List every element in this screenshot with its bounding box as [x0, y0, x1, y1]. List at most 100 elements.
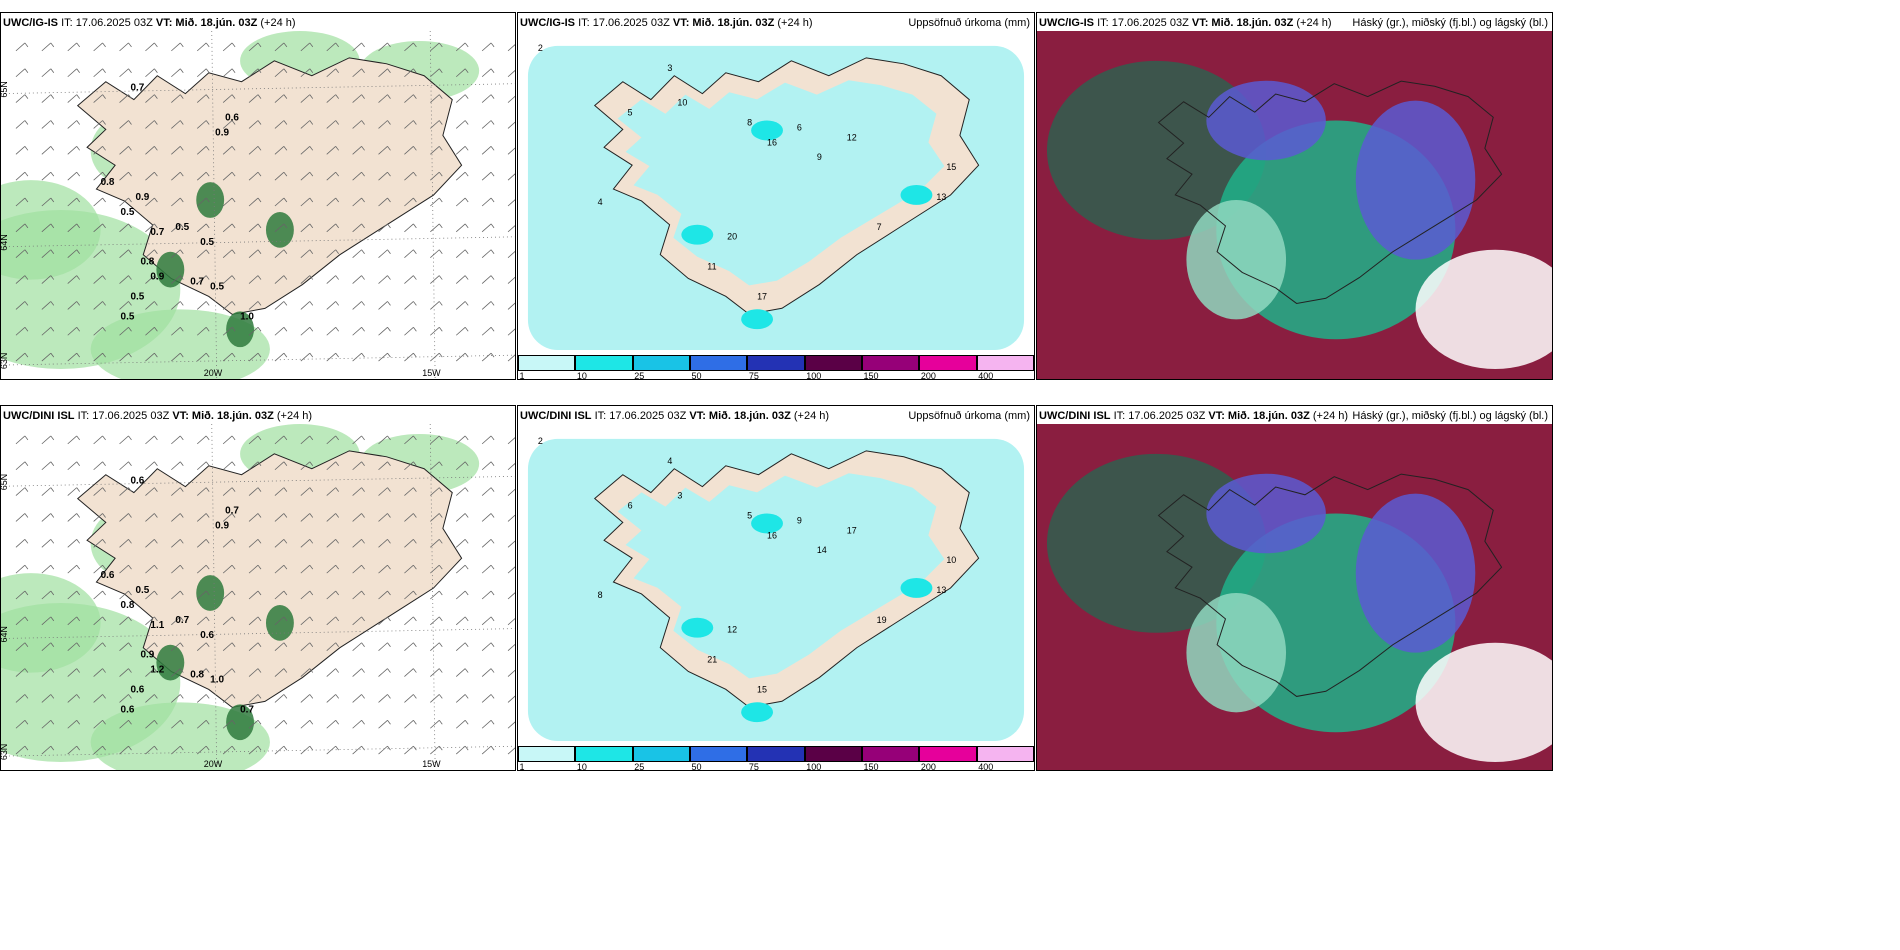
wind-barb	[171, 197, 184, 207]
wind-barb	[274, 513, 288, 522]
wind-barb	[378, 301, 391, 310]
cloud-map[interactable]	[1037, 424, 1552, 770]
wind-barb	[145, 461, 158, 471]
wind-barb	[15, 513, 29, 522]
wind-barb	[248, 223, 262, 233]
cloud-map[interactable]	[1037, 31, 1552, 379]
wind-barb	[274, 68, 288, 78]
precip-value-label: 16	[767, 137, 777, 147]
wind-barb	[67, 249, 81, 258]
wind-barb	[507, 44, 515, 52]
wind-barb	[248, 461, 262, 471]
wind-barb	[67, 668, 81, 677]
wind-barb	[222, 94, 236, 103]
colorbar-segment	[862, 746, 920, 762]
wind-value-label: 0.7	[225, 505, 239, 516]
wind-barb	[455, 352, 469, 362]
wind-barb	[119, 539, 132, 548]
wind-barb	[67, 94, 81, 103]
wind-barb	[274, 197, 288, 207]
wind-barb	[171, 668, 184, 677]
wind-barb	[378, 719, 391, 729]
wind-barb	[67, 301, 81, 310]
wind-barb	[326, 352, 340, 362]
wind-barb	[430, 461, 443, 471]
wind-barb	[171, 564, 184, 574]
colorbar-tick-label: 75	[748, 371, 759, 380]
wind-barb	[171, 616, 184, 626]
wind-map[interactable]: 65N 64N 63N 20W 15W 0.6 0.7 0.9 0.6 0.5 0.8 1.1 0.7 0…	[1, 424, 515, 770]
wind-barb	[274, 616, 288, 626]
wind-barb	[196, 275, 210, 284]
wind-barb	[404, 487, 417, 496]
wind-barb	[41, 694, 55, 703]
wind-barb	[145, 275, 158, 284]
wind-barb	[67, 590, 81, 600]
wind-barb	[430, 171, 443, 181]
wind-barb	[507, 354, 515, 362]
wind-barb	[455, 197, 469, 207]
wind-map[interactable]: 65N 64N 63N 20W 15W 0.7 0.6 0.9 0.8 0.9 0.5 0.7 0.5 0…	[1, 31, 515, 379]
wind-barb	[196, 642, 210, 651]
wind-barb	[507, 618, 515, 626]
precip-value-label: 19	[877, 615, 887, 625]
wind-barb	[67, 564, 81, 574]
wind-barb	[145, 120, 158, 129]
iceland-landmass	[76, 450, 463, 708]
wind-barb	[274, 120, 288, 129]
wind-value-label: 0.5	[175, 222, 189, 233]
wind-barb	[352, 197, 365, 207]
wind-barb	[15, 275, 29, 284]
wind-barb	[119, 487, 132, 496]
wind-barb	[326, 642, 340, 651]
wind-barb	[481, 642, 495, 651]
wind-barb	[430, 223, 443, 233]
precip-value-label: 8	[747, 117, 752, 127]
wind-value-label: 0.8	[101, 177, 115, 188]
wind-barb	[248, 487, 262, 496]
precip-map[interactable]: 2 4 6 3 5 9 17 14 16 13 12 21 19 8 15 10	[518, 424, 1034, 746]
wind-barb	[222, 435, 236, 445]
wind-barb	[145, 326, 158, 336]
wind-barb	[93, 590, 106, 600]
longitude-label: 15W	[422, 368, 441, 378]
wind-barb	[145, 197, 158, 207]
wind-value-label: 0.7	[130, 83, 144, 94]
wind-value-label: 0.7	[190, 277, 204, 288]
wind-barb	[507, 540, 515, 548]
panel-header: UWC/DINI ISL IT: 17.06.2025 03Z VT: Mið.…	[520, 410, 830, 422]
wind-barb	[119, 616, 132, 626]
wind-barb	[93, 694, 106, 703]
wind-barb	[300, 197, 314, 207]
wind-barb	[481, 539, 495, 548]
wind-barb	[378, 668, 391, 677]
wind-barb	[378, 564, 391, 574]
wind-barb	[352, 146, 365, 155]
wind-barb	[119, 120, 132, 129]
wind-barb	[455, 590, 469, 600]
wind-barb	[352, 435, 365, 445]
wind-barb	[326, 616, 340, 626]
panel-header: UWC/IG-IS IT: 17.06.2025 03Z VT: Mið. 18…	[520, 17, 813, 29]
wind-barb	[481, 694, 495, 703]
precip-map[interactable]: 2 3 5 10 8 6 12 9 16 13 20 11 7 4 17 15	[518, 31, 1034, 355]
wind-barb	[67, 120, 81, 129]
colorbar-segment	[747, 355, 805, 371]
wind-barb	[222, 616, 236, 626]
colorbar-tick-label: 10	[576, 762, 587, 771]
wind-barb	[455, 694, 469, 703]
wind-barb	[145, 487, 158, 496]
wind-panel-row1: UWC/IG-IS IT: 17.06.2025 03Z VT: Mið. 18…	[0, 12, 516, 380]
cloud-layer-area	[1206, 473, 1326, 554]
wind-barb	[455, 435, 469, 445]
wind-barb	[300, 642, 314, 651]
wind-barb	[300, 745, 314, 755]
wind-barb	[326, 301, 340, 310]
wind-barb	[404, 745, 417, 755]
wind-barb	[15, 461, 29, 471]
precip-value-label: 8	[598, 590, 603, 600]
colorbar-tick-label: 150	[863, 371, 879, 380]
wind-barb	[507, 276, 515, 284]
wind-barb	[196, 564, 210, 574]
wind-barb	[326, 171, 340, 181]
